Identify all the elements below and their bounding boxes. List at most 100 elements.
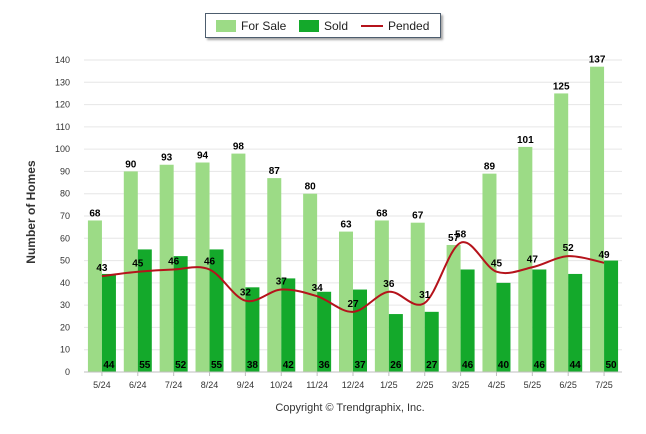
label-for-sale: 80 [305,182,317,193]
y-tick-label: 60 [60,233,70,243]
bar-for-sale [518,146,533,372]
bar-for-sale [374,220,389,372]
x-tick-label: 3/25 [452,380,470,390]
y-tick-label: 130 [55,77,70,87]
pended-line-layer [101,241,605,313]
bar-for-sale [410,222,425,372]
label-pended: 34 [312,283,324,294]
bar-for-sale [87,220,102,372]
label-sold: 42 [283,360,295,371]
bar-sold [137,249,152,372]
bar-sold [424,311,439,372]
y-tick-label: 30 [60,300,70,310]
y-tick-label: 20 [60,322,70,332]
label-pended: 31 [419,290,431,301]
y-tick-label: 50 [60,256,70,266]
y-tick-label: 10 [60,345,70,355]
bar-for-sale [482,173,497,372]
x-tick-label: 10/24 [270,380,293,390]
legend-label-pended: Pended [388,19,430,33]
label-for-sale: 98 [233,142,245,153]
label-pended: 58 [455,230,467,241]
legend-item-sold[interactable]: Sold [299,19,348,33]
label-sold: 50 [606,360,618,371]
label-pended: 52 [563,243,575,254]
label-sold: 44 [103,360,115,371]
x-tick-label: 5/24 [93,380,111,390]
copyright-text: Copyright © Trendgraphix, Inc. [275,402,425,414]
y-tick-label: 80 [60,189,70,199]
label-sold: 40 [498,360,510,371]
label-for-sale: 67 [412,211,424,222]
label-pended: 47 [527,254,539,265]
bar-sold [460,269,475,372]
x-tick-label: 2/25 [416,380,434,390]
label-pended: 45 [132,259,144,270]
x-tick-label: 6/25 [559,380,577,390]
label-pended: 46 [168,256,180,267]
label-for-sale: 101 [517,135,534,146]
bar-sold [209,249,224,372]
bar-sold [388,314,403,372]
label-sold: 26 [390,360,402,371]
label-pended: 27 [347,299,359,310]
label-sold: 44 [570,360,582,371]
bar-for-sale [267,178,282,372]
label-for-sale: 57 [448,233,460,244]
label-pended: 49 [599,250,611,261]
bars [87,66,619,372]
label-pended: 43 [96,263,108,274]
label-pended: 37 [276,277,288,288]
bar-sold [496,282,511,372]
bar-for-sale [446,244,461,372]
legend-label-sold: Sold [324,19,349,33]
x-tick-label: 12/24 [342,380,365,390]
x-tick-label: 11/24 [306,380,328,390]
bar-for-sale [590,66,605,372]
y-tick-label: 0 [65,367,70,377]
label-for-sale: 90 [125,159,137,170]
label-for-sale: 63 [340,220,352,231]
y-tick-label: 110 [56,122,70,132]
label-for-sale: 68 [376,208,388,219]
data-labels: 68 44 90 55 93 52 94 55 98 38 87 42 80 36 63 37 68 26 67 27… [89,55,617,371]
label-pended: 46 [204,256,216,267]
bar-for-sale [303,193,318,372]
y-tick-label: 140 [55,55,70,65]
label-sold: 37 [354,360,366,371]
axes: 0 10 20 30 40 50 60 70 80 90 100 110 120 130 140 5/24 6/… [55,55,622,390]
label-sold: 55 [211,360,223,371]
legend-item-for-sale[interactable]: For Sale [216,19,286,33]
label-for-sale: 93 [161,153,173,164]
legend-label-for-sale: For Sale [241,19,287,33]
bar-for-sale [159,164,174,372]
label-for-sale: 137 [589,55,606,66]
y-axis-title: Number of Homes [24,160,38,264]
x-tick-label: 6/24 [129,380,147,390]
x-tick-label: 1/25 [380,380,398,390]
legend-item-pended[interactable]: Pended [361,19,429,33]
bar-for-sale [231,153,246,372]
bar-sold [532,269,547,372]
label-sold: 55 [139,360,151,371]
legend: For Sale Sold Pended [205,13,441,38]
legend-line-pended [361,25,383,27]
y-tick-label: 70 [60,211,70,221]
label-sold: 38 [247,360,259,371]
bar-sold [604,260,619,372]
label-for-sale: 125 [553,81,570,92]
label-sold: 46 [462,360,474,371]
legend-swatch-sold [299,20,319,32]
x-tick-label: 7/24 [165,380,183,390]
y-tick-label: 90 [60,166,70,176]
y-tick-label: 100 [55,144,70,154]
bar-for-sale [339,231,353,372]
label-for-sale: 68 [89,208,101,219]
label-for-sale: 87 [269,166,281,177]
label-sold: 52 [175,360,187,371]
bar-sold [568,273,583,372]
y-tick-label: 120 [55,100,70,110]
bar-sold [245,287,260,372]
label-pended: 36 [383,279,395,290]
